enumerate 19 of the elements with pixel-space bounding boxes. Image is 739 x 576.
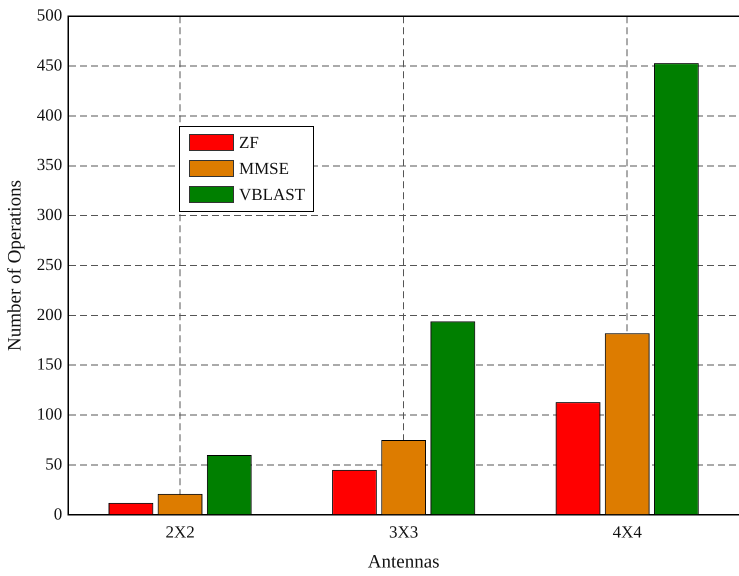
x-axis-title: Antennas — [368, 552, 440, 573]
legend-label: MMSE — [238, 158, 290, 179]
y-tick-label: 450 — [36, 56, 62, 75]
legend-label: ZF — [238, 132, 259, 153]
y-tick-label: 400 — [36, 105, 62, 124]
x-tick-label: 2X2 — [165, 522, 195, 542]
y-tick-label: 150 — [36, 354, 62, 374]
y-tick-label: 50 — [45, 454, 62, 474]
legend-label: VBLAST — [238, 184, 306, 205]
y-tick-label: 100 — [36, 404, 62, 424]
y-tick-label: 200 — [36, 304, 62, 324]
x-tick-label: 4X4 — [612, 522, 642, 542]
y-tick-label: 0 — [54, 504, 62, 524]
x-tick-label: 3X3 — [389, 522, 418, 542]
y-tick-label: 500 — [36, 6, 62, 25]
y-axis-title: Number of Operations — [4, 180, 26, 351]
y-tick-label: 300 — [36, 205, 62, 224]
y-tick-label: 250 — [36, 254, 62, 274]
y-tick-label: 350 — [36, 155, 62, 174]
